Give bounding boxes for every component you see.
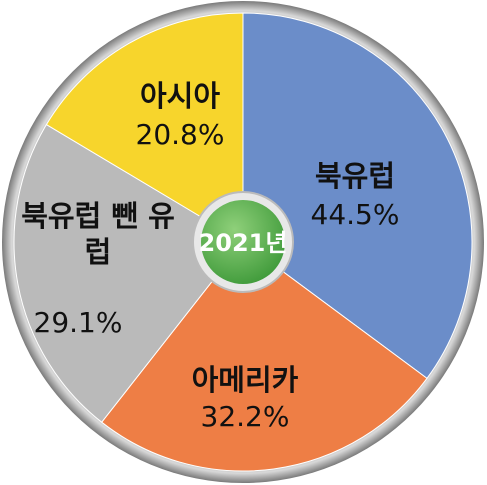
value-label: 44.5% <box>310 198 400 231</box>
pie-slice <box>45 12 244 243</box>
pie-slice <box>100 241 428 472</box>
value-label: 20.8% <box>135 118 225 151</box>
slice-label: 아시아 <box>139 79 221 113</box>
center-circle <box>201 200 285 284</box>
pie-slice <box>242 12 473 380</box>
pie-slice <box>13 123 244 423</box>
value-label: 29.1% <box>33 306 123 339</box>
slice-label: 북유럽 뺀 유럽 <box>21 199 175 269</box>
value-label: 32.2% <box>200 400 290 433</box>
center-label: 2021년 <box>199 229 288 257</box>
slice-label: 북유럽 <box>314 159 396 193</box>
slice-label: 아메리카 <box>191 363 299 397</box>
